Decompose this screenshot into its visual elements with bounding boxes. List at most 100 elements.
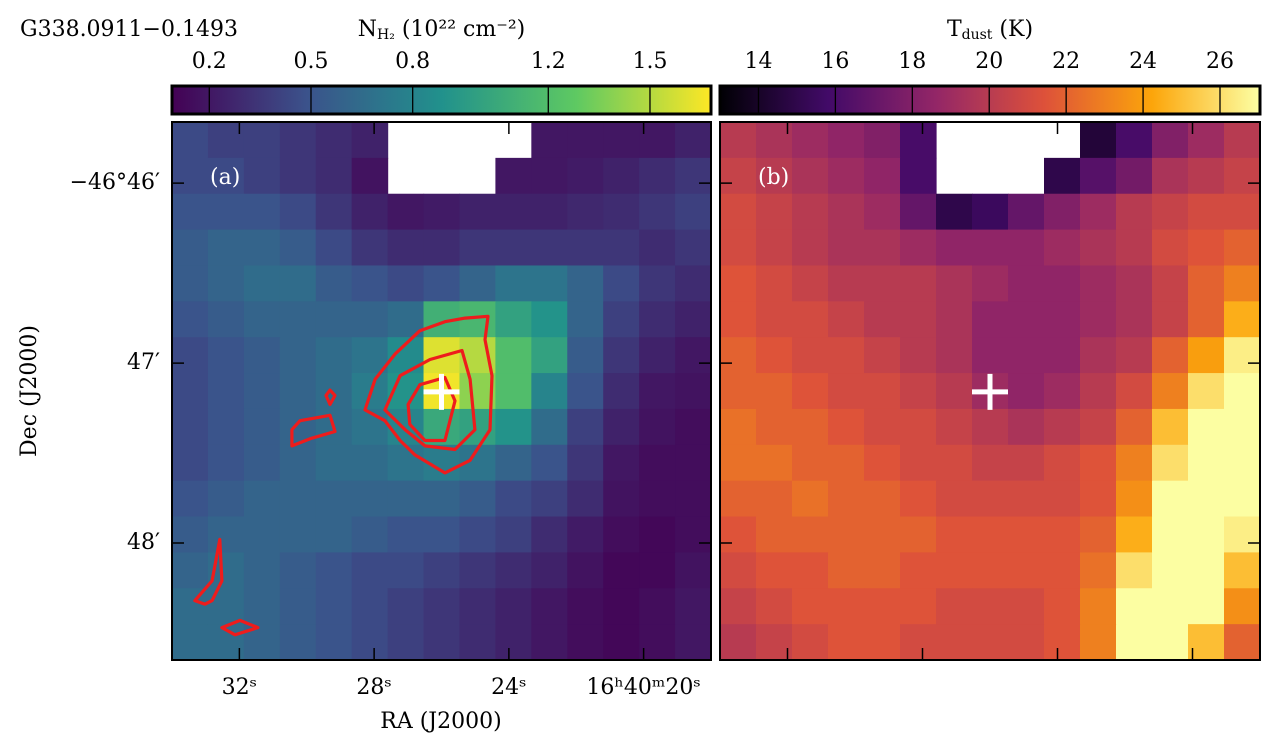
heatmap-cell — [315, 193, 353, 231]
heatmap-cell — [1008, 337, 1045, 374]
heatmap-cell — [792, 373, 829, 410]
heatmap-cell — [1224, 301, 1261, 338]
x-tick-label: 28ˢ — [356, 675, 391, 700]
heatmap-cell — [1044, 157, 1081, 195]
heatmap-cell — [756, 157, 793, 195]
heatmap-cell — [1044, 265, 1081, 302]
heatmap-cell — [936, 480, 973, 518]
heatmap-cell — [1080, 552, 1117, 589]
heatmap-cell — [1116, 408, 1153, 446]
heatmap-cell — [1188, 229, 1225, 267]
colorbar-tick-label: 1.5 — [632, 49, 667, 74]
heatmap-cell — [756, 229, 793, 267]
heatmap-cell — [1008, 373, 1045, 410]
heatmap-cell — [936, 337, 973, 374]
heatmap-cell — [567, 480, 604, 518]
heatmap-cell — [459, 552, 496, 589]
heatmap-cell — [792, 265, 829, 302]
heatmap-cell — [1224, 265, 1261, 302]
heatmap-cell — [387, 265, 425, 302]
heatmap-cell — [1044, 480, 1081, 518]
heatmap-cell — [495, 301, 532, 338]
heatmap-cell — [567, 301, 604, 338]
heatmap-cell — [387, 229, 425, 267]
heatmap-cell — [639, 193, 676, 231]
heatmap-cell — [936, 552, 973, 589]
heatmap-cell — [387, 588, 425, 625]
heatmap-cell — [1152, 193, 1189, 231]
heatmap-cell — [387, 516, 425, 553]
heatmap-cell — [1224, 373, 1261, 410]
colorbar-tick-label: 0.5 — [293, 49, 328, 74]
label-main: T — [947, 17, 962, 42]
heatmap-cell — [756, 337, 793, 374]
heatmap-cell — [864, 157, 901, 195]
y-tick-label: 48′ — [127, 530, 160, 555]
contour — [363, 314, 494, 475]
heatmap-cell — [531, 444, 568, 482]
heatmap-cell — [1080, 193, 1117, 231]
heatmap-cell — [423, 624, 461, 661]
heatmap-cell — [756, 552, 793, 589]
heatmap-cell — [1044, 337, 1081, 374]
heatmap-cell — [1008, 624, 1045, 661]
heatmap-cell — [351, 408, 389, 446]
heatmap-cell — [675, 229, 712, 267]
heatmap-cell — [1080, 480, 1117, 518]
heatmap-cell — [1080, 373, 1117, 410]
heatmap-cell — [864, 122, 901, 159]
heatmap-cell — [243, 193, 281, 231]
heatmap-cell — [900, 157, 937, 195]
y-tick-label: 47′ — [127, 350, 160, 375]
heatmap-cell — [603, 552, 640, 589]
heatmap-cell — [243, 588, 281, 625]
heatmap-cell — [828, 588, 865, 625]
heatmap-cell — [279, 157, 317, 195]
heatmap-cell — [900, 337, 937, 374]
heatmap-cell — [675, 552, 712, 589]
heatmap-cell — [172, 373, 209, 410]
heatmap-cell — [387, 624, 425, 661]
heatmap-cell — [459, 265, 496, 302]
heatmap-cell — [279, 337, 317, 374]
heatmap-cell — [603, 373, 640, 410]
heatmap-cell — [172, 337, 209, 374]
heatmap-cell — [1152, 588, 1189, 625]
heatmap-cell — [243, 552, 281, 589]
heatmap-cell — [1116, 229, 1153, 267]
heatmap-cell — [972, 516, 1009, 553]
heatmap-cell — [1008, 552, 1045, 589]
heatmap-cell — [567, 193, 604, 231]
heatmap-cell — [603, 229, 640, 267]
heatmap-cell — [567, 337, 604, 374]
heatmap-cell — [531, 337, 568, 374]
heatmap-cell — [279, 480, 317, 518]
label-sub: H₂ — [377, 27, 395, 43]
heatmap-cell — [207, 157, 245, 195]
heatmap-cell — [567, 588, 604, 625]
heatmap-cell — [864, 229, 901, 267]
heatmap-cell — [1152, 480, 1189, 518]
heatmap-cell — [675, 444, 712, 482]
heatmap-cell — [792, 157, 829, 195]
heatmap-cell — [639, 373, 676, 410]
heatmap-cell — [495, 588, 532, 625]
heatmap-cell — [531, 193, 568, 231]
heatmap-cell — [864, 337, 901, 374]
heatmap-cell — [567, 157, 604, 195]
heatmap-cell — [792, 624, 829, 661]
contour — [193, 537, 224, 606]
heatmap-cell — [720, 122, 757, 159]
heatmap-cell — [243, 444, 281, 482]
heatmap-cell — [1116, 373, 1153, 410]
heatmap-cell — [828, 337, 865, 374]
heatmap-cell — [531, 122, 568, 159]
heatmap-cell — [567, 444, 604, 482]
heatmap-cell — [495, 229, 532, 267]
heatmap-cell — [828, 480, 865, 518]
heatmap-cell — [315, 480, 353, 518]
heatmap-cell — [531, 516, 568, 553]
heatmap-cell — [351, 229, 389, 267]
heatmap-cell — [1152, 444, 1189, 482]
